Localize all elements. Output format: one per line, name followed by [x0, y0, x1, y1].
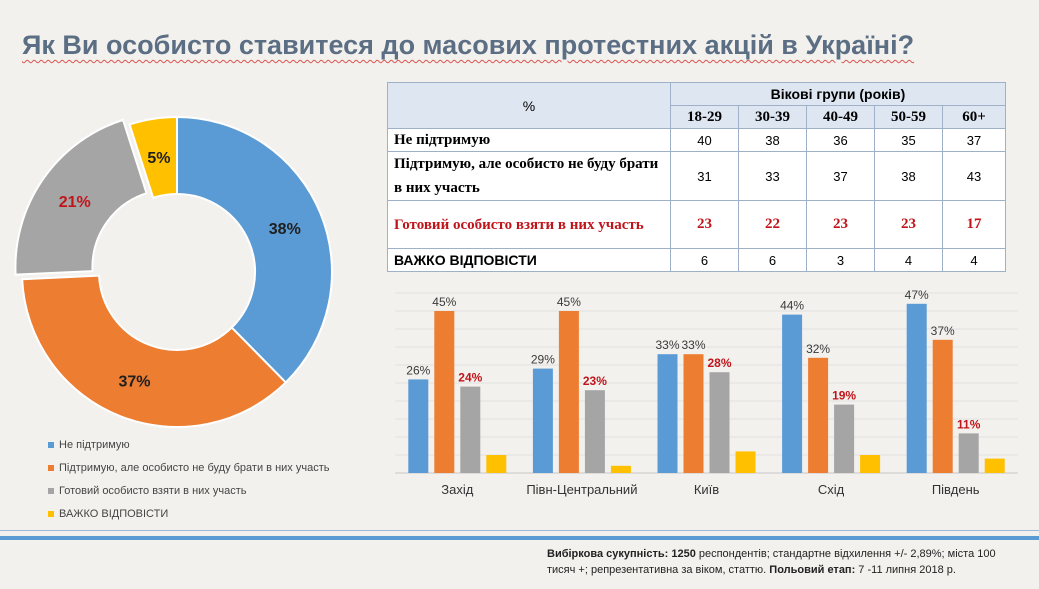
donut-data-label: 37% [119, 373, 151, 390]
bar-data-label: 45% [557, 295, 581, 309]
donut-slice [176, 115, 333, 384]
footer-divider [0, 536, 1039, 540]
bar [610, 465, 631, 473]
bar-data-label: 32% [806, 342, 830, 356]
footnote-sample-text: респондентів; стандартне відхилення +/- … [547, 548, 996, 576]
table-corner-cell: % [387, 82, 671, 129]
bar-data-label: 23% [583, 374, 607, 388]
row-label: ВАЖКО ВІДПОВІСТИ [387, 248, 671, 272]
table-cell: 37 [942, 128, 1006, 152]
bar [486, 455, 507, 473]
legend-item-hard-to-say: ВАЖКО ВІДПОВІСТИ [48, 502, 329, 525]
legend-label: Підтримую, але особисто не буду брати в … [59, 461, 330, 474]
bar [782, 314, 803, 473]
footer-divider-thin [0, 530, 1039, 531]
donut-slice [14, 118, 148, 276]
age-group-cell: 60+ [942, 105, 1006, 129]
bar-data-label: 28% [707, 356, 731, 370]
legend-label: Не підтримую [59, 438, 130, 451]
bar [834, 404, 855, 473]
bar [860, 455, 881, 473]
table-cell: 23 [874, 200, 943, 249]
legend-label: ВАЖКО ВІДПОВІСТИ [59, 507, 169, 520]
page-title: Як Ви особисто ставитеся до масових прот… [22, 30, 915, 60]
table-cell: 23 [806, 200, 875, 249]
legend-item-not-support: Не підтримую [48, 433, 329, 456]
bar [906, 303, 927, 473]
bar [558, 311, 579, 473]
chart-legend: Не підтримую Підтримую, але особисто не … [48, 433, 329, 525]
legend-item-ready-to-participate: Готовий особисто взяти в них участь [48, 479, 329, 502]
bar [709, 372, 730, 473]
bar-data-label: 26% [406, 363, 430, 377]
x-tick-label: Південь [932, 482, 980, 497]
table-cell: 40 [670, 128, 739, 152]
bar [584, 390, 605, 473]
bar [657, 354, 678, 473]
bar-data-label: 47% [905, 288, 929, 302]
table-row: Підтримую, але особисто не буду брати в … [387, 151, 1006, 201]
bar [532, 368, 553, 473]
bar [735, 451, 756, 473]
bar [434, 311, 455, 473]
age-group-cell: 18-29 [670, 105, 739, 129]
row-label: Підтримую, але особисто не буду брати в … [387, 151, 671, 201]
legend-item-support-no-participation: Підтримую, але особисто не буду брати в … [48, 456, 329, 479]
bar-data-label: 33% [655, 338, 679, 352]
table-cell: 4 [942, 248, 1006, 272]
bar [958, 433, 979, 473]
table-cell: 17 [942, 200, 1006, 249]
bar-data-label: 45% [432, 295, 456, 309]
footnote-fieldwork-text: 7 -11 липня 2018 р. [855, 564, 956, 576]
bar-data-label: 37% [931, 324, 955, 338]
bar-data-label: 11% [957, 417, 981, 431]
legend-swatch [48, 464, 54, 471]
donut-slice [128, 115, 178, 200]
x-tick-label: Півн-Центральний [526, 482, 637, 497]
bar-data-label: 24% [458, 371, 482, 385]
bar [408, 379, 429, 473]
donut-data-label: 38% [269, 221, 301, 238]
x-tick-label: Київ [694, 482, 719, 497]
donut-slice [21, 274, 288, 428]
table-row: Не підтримую 40 38 36 35 37 [387, 128, 1006, 152]
legend-swatch [48, 441, 54, 448]
age-group-cell: 50-59 [874, 105, 943, 129]
legend-swatch [48, 487, 54, 494]
table-cell: 6 [738, 248, 807, 272]
x-tick-label: Схід [818, 482, 845, 497]
bar-data-label: 33% [681, 338, 705, 352]
age-group-cell: 30-39 [738, 105, 807, 129]
donut-data-label: 5% [147, 150, 170, 167]
legend-label: Готовий особисто взяти в них участь [59, 484, 247, 497]
sample-footnote: Вибіркова сукупність: 1250 респондентів;… [547, 546, 1017, 578]
table-cell: 33 [738, 151, 807, 201]
bar [984, 458, 1005, 473]
legend-swatch [48, 510, 54, 517]
bar [460, 386, 481, 473]
row-label: Готовий особисто взяти в них участь [387, 200, 671, 249]
age-groups-table: % Вікові групи (років) 18-29 30-39 40-49… [387, 82, 1006, 272]
table-cell: 3 [806, 248, 875, 272]
x-tick-label: Захід [441, 482, 473, 497]
footnote-fieldwork-label: Польовий етап: [766, 564, 856, 576]
age-groups-row: 18-29 30-39 40-49 50-59 60+ [388, 105, 1006, 129]
footnote-sample-label: Вибіркова сукупність: 1250 [547, 548, 696, 560]
table-row: ВАЖКО ВІДПОВІСТИ 6 6 3 4 4 [387, 248, 1006, 272]
table-row: Готовий особисто взяти в них участь 23 2… [387, 200, 1006, 249]
bar [808, 357, 829, 473]
bar-data-label: 29% [531, 353, 555, 367]
bar-data-label: 44% [780, 299, 804, 313]
table-cell: 23 [670, 200, 739, 249]
bar [932, 339, 953, 473]
row-label: Не підтримую [387, 128, 671, 152]
bar [683, 354, 704, 473]
donut-data-label: 21% [59, 194, 91, 211]
table-header-row: % Вікові групи (років) [387, 82, 1006, 129]
table-cell: 6 [670, 248, 739, 272]
bar-data-label: 19% [832, 389, 856, 403]
